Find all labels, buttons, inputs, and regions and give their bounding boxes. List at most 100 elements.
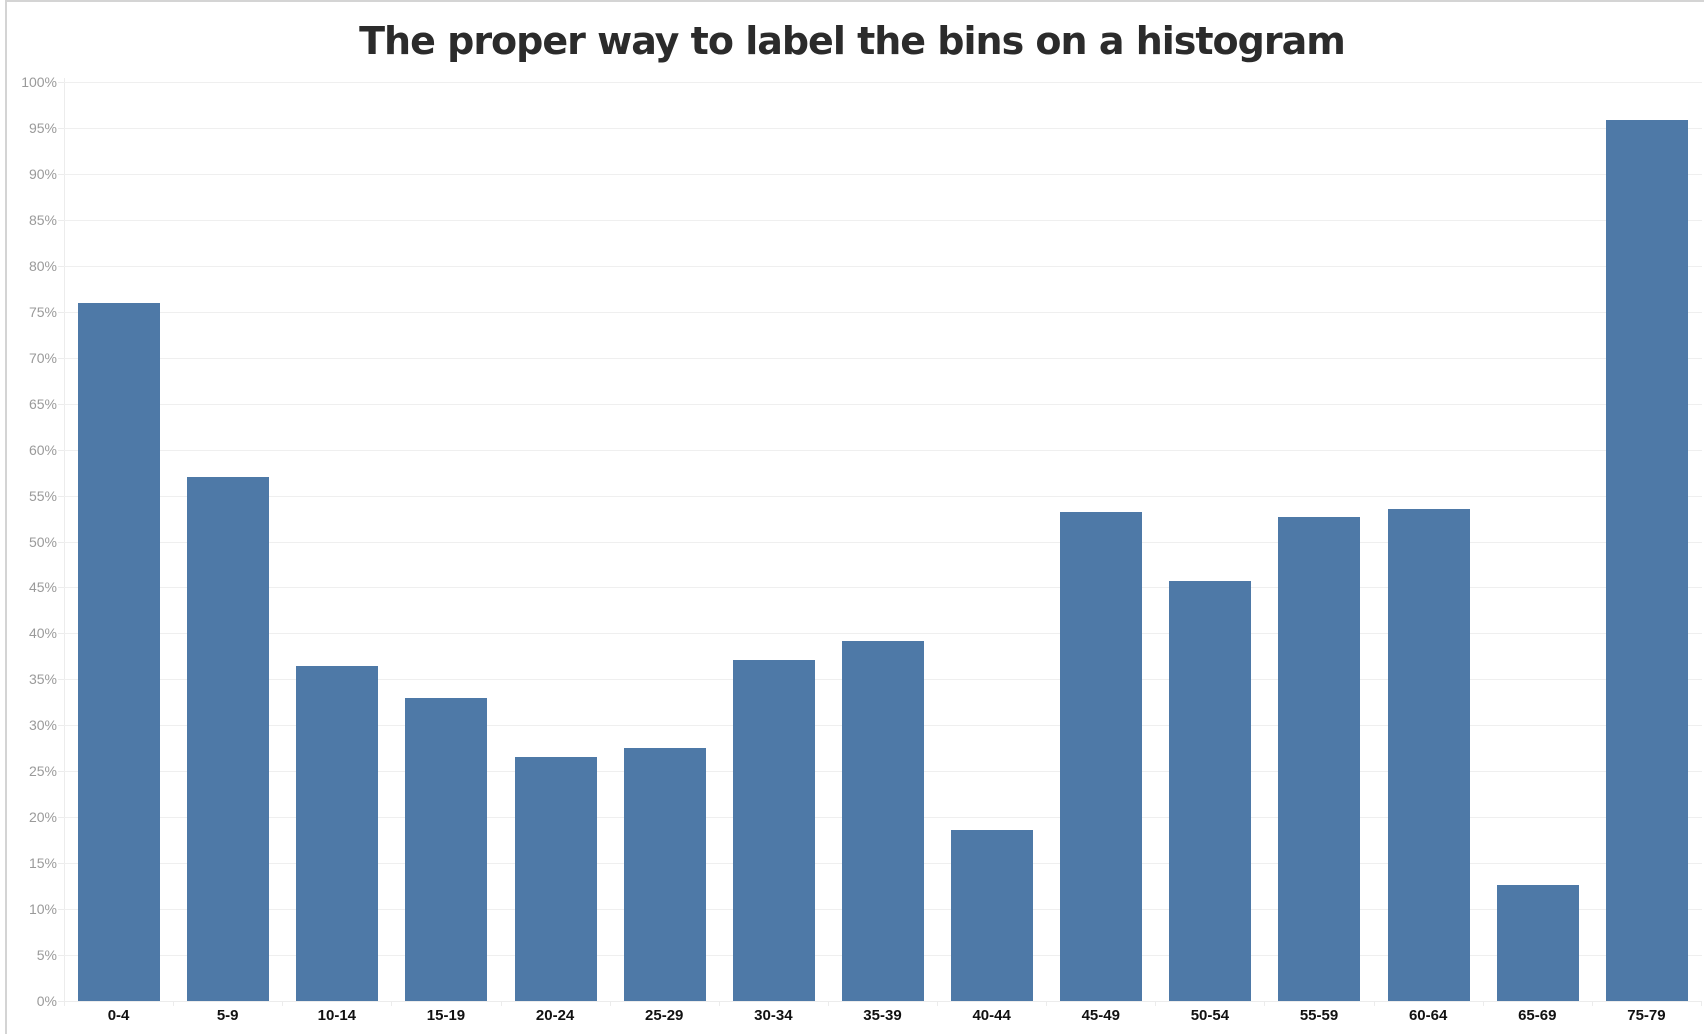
bar-55-59[interactable] — [1278, 516, 1361, 1001]
x-tick-mark — [1483, 1001, 1484, 1006]
x-tick-mark — [937, 1001, 938, 1006]
gridline — [64, 587, 1702, 589]
y-tick-label: 85% — [28, 211, 57, 228]
chart-title: The proper way to label the bins on a hi… — [359, 19, 1346, 63]
y-tick-mark — [58, 771, 64, 773]
gridline — [64, 219, 1702, 221]
bar-15-19[interactable] — [405, 697, 488, 1001]
y-axis-line — [64, 78, 65, 1002]
x-category-label: 10-14 — [317, 1007, 357, 1024]
y-tick-mark — [58, 311, 64, 313]
x-category-label: 20-24 — [535, 1007, 575, 1024]
y-tick-mark — [58, 495, 64, 497]
y-tick-label: 70% — [28, 349, 57, 366]
x-tick-mark — [1046, 1001, 1047, 1006]
y-tick-mark — [58, 265, 64, 267]
y-tick-label: 25% — [28, 763, 57, 780]
bar-75-79[interactable] — [1605, 119, 1688, 1001]
x-tick-mark — [610, 1001, 611, 1006]
bar-45-49[interactable] — [1060, 512, 1143, 1001]
x-category-label: 50-54 — [1190, 1007, 1230, 1024]
bar-50-54[interactable] — [1169, 581, 1252, 1001]
x-tick-mark — [1155, 1001, 1156, 1006]
x-category-label: 65-69 — [1518, 1007, 1557, 1024]
bar-30-34[interactable] — [732, 660, 815, 1001]
x-tick-mark — [501, 1001, 502, 1006]
y-tick-label: 35% — [28, 671, 57, 688]
gridline — [64, 127, 1702, 129]
y-tick-label: 10% — [28, 901, 57, 918]
y-tick-label: 80% — [28, 257, 57, 274]
x-axis-line — [64, 1001, 1702, 1002]
y-tick-mark — [58, 955, 64, 957]
y-tick-mark — [58, 1001, 64, 1002]
y-tick-mark — [58, 449, 64, 451]
y-tick-mark — [58, 541, 64, 543]
gridline — [64, 82, 1702, 83]
x-category-label: 0-4 — [107, 1007, 130, 1024]
x-tick-mark — [719, 1001, 720, 1006]
y-tick-mark — [58, 587, 64, 589]
x-category-label: 45-49 — [1081, 1007, 1120, 1024]
x-category-label: 75-79 — [1627, 1007, 1666, 1024]
x-category-label: 15-19 — [426, 1007, 466, 1024]
x-category-label: 5-9 — [216, 1007, 239, 1024]
x-tick-mark — [173, 1001, 174, 1006]
y-tick-mark — [58, 219, 64, 221]
bar-25-29[interactable] — [623, 748, 706, 1001]
y-tick-label: 30% — [28, 717, 57, 734]
gridline — [64, 173, 1702, 175]
gridline — [64, 495, 1702, 497]
y-tick-label: 40% — [28, 625, 57, 642]
bar-0-4[interactable] — [78, 303, 160, 1001]
y-tick-mark — [58, 127, 64, 129]
x-category-label: 55-59 — [1299, 1007, 1339, 1024]
gridline — [64, 541, 1702, 543]
y-tick-label: 50% — [28, 533, 57, 550]
bar-60-64[interactable] — [1387, 509, 1470, 1001]
y-tick-label: 45% — [28, 579, 57, 596]
y-tick-label: 90% — [28, 165, 57, 182]
y-tick-label: 65% — [28, 395, 57, 412]
x-category-label: 40-44 — [972, 1007, 1011, 1024]
y-tick-label: 0% — [36, 993, 57, 1009]
x-tick-mark — [1592, 1001, 1593, 1006]
x-tick-mark — [391, 1001, 392, 1006]
bar-20-24[interactable] — [514, 757, 597, 1001]
gridline — [64, 449, 1702, 451]
y-tick-mark — [58, 82, 64, 83]
x-tick-mark — [1701, 1001, 1702, 1006]
y-tick-mark — [58, 173, 64, 175]
y-tick-label: 100% — [21, 74, 57, 90]
x-category-label: 35-39 — [863, 1007, 902, 1024]
gridline — [64, 403, 1702, 405]
bar-5-9[interactable] — [187, 477, 270, 1001]
y-tick-mark — [58, 863, 64, 865]
gridline — [64, 311, 1702, 313]
y-tick-label: 15% — [28, 855, 57, 872]
x-tick-mark — [828, 1001, 829, 1006]
x-category-label: 30-34 — [754, 1007, 793, 1024]
gridline — [64, 633, 1702, 635]
y-tick-mark — [58, 817, 64, 819]
gridline — [64, 265, 1702, 267]
bar-40-44[interactable] — [951, 830, 1034, 1001]
x-category-label: 25-29 — [645, 1007, 684, 1024]
y-tick-label: 55% — [28, 487, 57, 504]
bar-35-39[interactable] — [841, 640, 924, 1001]
chart-frame — [5, 0, 1704, 1034]
y-tick-label: 5% — [36, 947, 57, 964]
y-tick-mark — [58, 909, 64, 911]
x-tick-mark — [64, 1001, 65, 1006]
x-tick-mark — [1264, 1001, 1265, 1006]
y-tick-mark — [58, 633, 64, 635]
x-category-label: 60-64 — [1408, 1007, 1448, 1024]
y-tick-label: 60% — [28, 441, 57, 458]
bar-10-14[interactable] — [296, 666, 379, 1001]
y-tick-label: 95% — [28, 119, 57, 136]
y-tick-mark — [58, 357, 64, 359]
bar-65-69[interactable] — [1496, 885, 1579, 1001]
gridline — [64, 357, 1702, 359]
x-tick-mark — [1374, 1001, 1375, 1006]
y-tick-mark — [58, 403, 64, 405]
